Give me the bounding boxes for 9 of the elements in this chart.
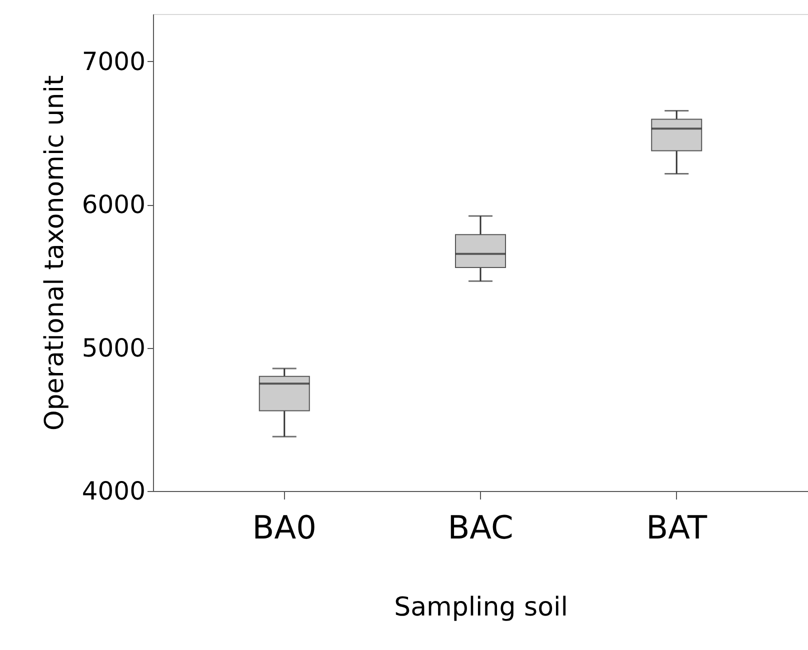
x-tick-label: BA0 — [252, 508, 316, 546]
y-tick-label: 5000 — [82, 333, 146, 362]
y-tick-label: 4000 — [82, 476, 146, 506]
x-tick-label: BAT — [646, 508, 708, 546]
y-tick-label: 7000 — [82, 46, 146, 76]
y-tick-label: 6000 — [82, 190, 146, 220]
y-axis-title: Operational taxonomic unit — [40, 75, 70, 431]
x-tick-label: BAC — [448, 508, 514, 546]
x-axis-title: Sampling soil — [394, 592, 568, 622]
